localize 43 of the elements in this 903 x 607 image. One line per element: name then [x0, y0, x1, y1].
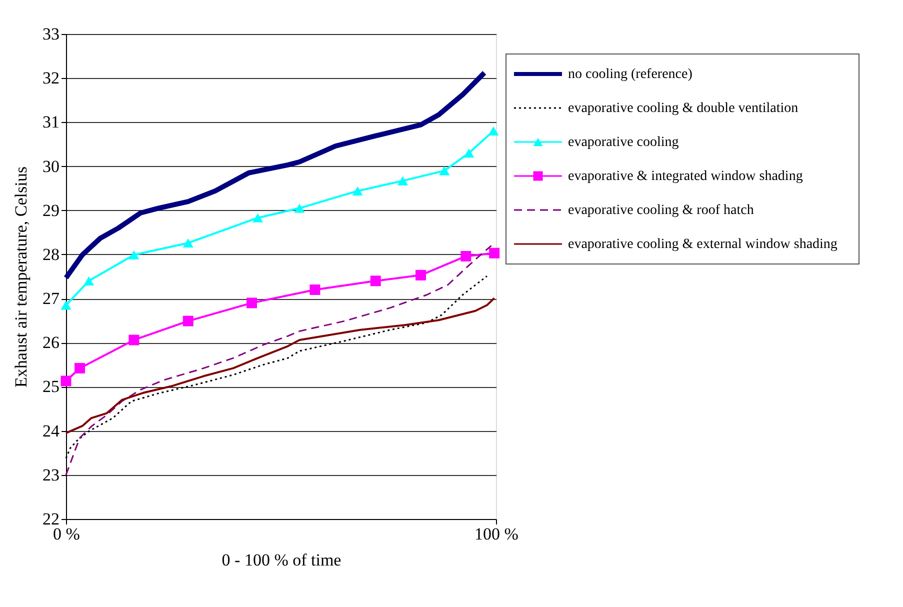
- point: [60, 300, 72, 310]
- legend-label: evaporative cooling & double ventilation: [568, 101, 798, 116]
- point: [310, 284, 320, 295]
- point: [128, 334, 140, 346]
- y-tick-label: 30: [42, 156, 60, 176]
- y-tick-label: 24: [42, 421, 60, 440]
- x-tick-label: 100 %: [474, 524, 518, 544]
- line-series: [65, 244, 492, 476]
- y-tick-label: 31: [42, 112, 60, 132]
- y-tick-label: 27: [42, 289, 60, 308]
- point: [397, 176, 408, 186]
- x-axis-title: 0 - 100 % of time: [222, 550, 342, 570]
- point: [460, 250, 472, 262]
- point: [352, 186, 363, 196]
- point: [294, 204, 305, 213]
- y-tick-label: 29: [42, 200, 60, 220]
- y-tick-label: 25: [42, 377, 60, 396]
- point: [370, 276, 381, 286]
- y-axis-title: Exhaust air temperature, Celsius: [12, 166, 30, 388]
- legend-label: evaporative & integrated window shading: [568, 169, 803, 184]
- y-tick-label: 32: [42, 68, 60, 88]
- point: [488, 126, 499, 136]
- point: [246, 298, 258, 308]
- legend-label: evaporative cooling & external window shading: [568, 237, 838, 252]
- point: [416, 270, 426, 280]
- point: [489, 248, 500, 258]
- point: [464, 148, 474, 158]
- y-tick-label: 23: [42, 465, 60, 484]
- point: [439, 166, 450, 176]
- point: [182, 238, 194, 248]
- point: [60, 376, 72, 386]
- y-tick-label: 28: [42, 244, 60, 264]
- y-tick-label: 33: [42, 24, 60, 44]
- point: [74, 362, 86, 374]
- legend-label: no cooling (reference): [568, 67, 693, 82]
- point: [84, 276, 94, 286]
- legend-label: evaporative cooling & roof hatch: [568, 203, 754, 218]
- point: [252, 213, 264, 222]
- y-tick-label: 26: [42, 333, 60, 352]
- legend-label: evaporative cooling: [568, 135, 679, 150]
- point: [182, 316, 194, 326]
- point: [128, 250, 140, 260]
- line-series: [65, 297, 496, 434]
